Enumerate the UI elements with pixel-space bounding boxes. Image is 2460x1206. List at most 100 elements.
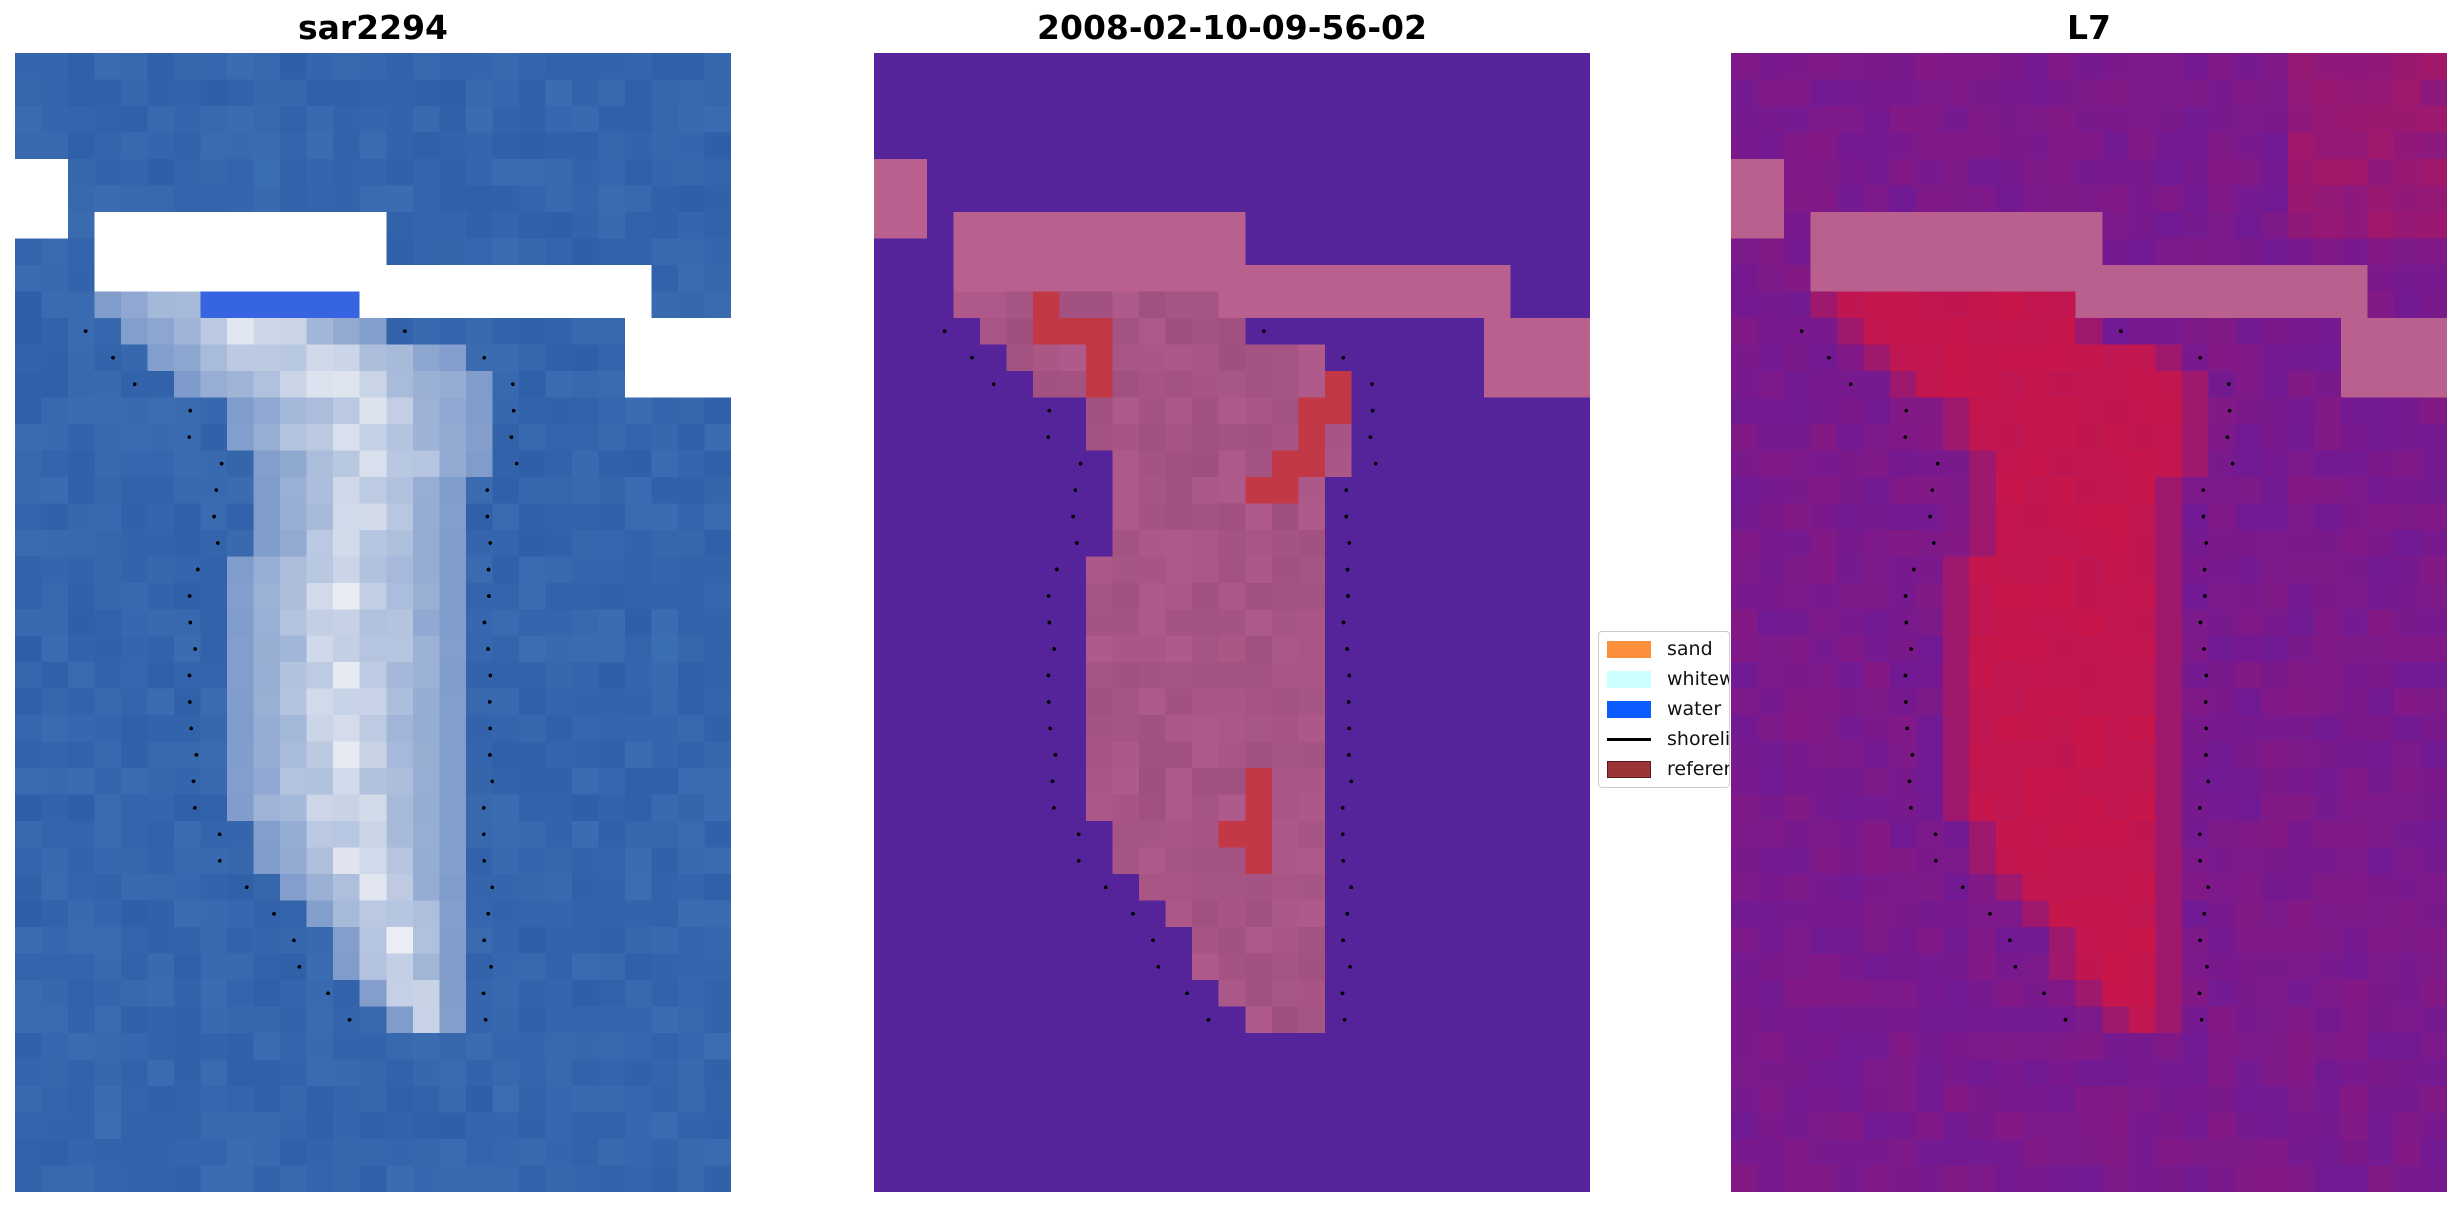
pixel — [1218, 211, 1246, 239]
pixel — [2340, 53, 2368, 80]
pixel — [571, 1112, 599, 1140]
pixel — [306, 264, 334, 292]
pixel — [927, 291, 954, 318]
pixel — [1139, 370, 1166, 398]
pixel — [1969, 503, 1997, 530]
pixel — [1563, 105, 1590, 133]
pixel — [147, 1112, 175, 1140]
pixel — [2075, 370, 2103, 398]
pixel — [1457, 1165, 1484, 1192]
pixel — [1483, 450, 1511, 477]
pixel — [41, 662, 69, 689]
pixel — [1863, 238, 1891, 265]
pixel — [15, 794, 42, 822]
pixel — [439, 821, 466, 848]
pixel — [200, 264, 228, 292]
pixel — [359, 291, 387, 318]
pixel — [927, 476, 954, 504]
pixel — [2155, 1006, 2182, 1034]
pixel — [1112, 927, 1140, 954]
pixel — [874, 635, 901, 663]
pixel — [2420, 450, 2447, 477]
pixel — [900, 688, 928, 716]
pixel — [1784, 635, 1811, 663]
shoreline-point — [193, 806, 197, 810]
pixel — [1351, 105, 1378, 133]
pixel — [1916, 105, 1944, 133]
pixel — [1810, 821, 1838, 848]
pixel — [253, 476, 281, 504]
pixel — [147, 53, 175, 80]
pixel — [2102, 79, 2129, 106]
pixel — [147, 1033, 175, 1060]
pixel — [306, 1139, 334, 1166]
pixel — [2234, 264, 2262, 292]
pixel — [41, 53, 69, 80]
pixel — [1139, 344, 1166, 371]
pixel — [2155, 238, 2182, 265]
pixel — [121, 238, 148, 265]
pixel — [1969, 211, 1997, 239]
pixel — [439, 1165, 466, 1192]
pixel — [1784, 423, 1811, 451]
pixel — [1298, 476, 1325, 504]
pixel — [1969, 741, 1997, 769]
pixel — [1033, 53, 1060, 80]
pixel — [1192, 53, 1219, 80]
pixel — [1784, 953, 1811, 981]
pixel — [1837, 900, 1864, 928]
pixel — [1784, 927, 1811, 954]
pixel — [465, 927, 493, 954]
pixel — [1086, 847, 1113, 875]
pixel — [41, 291, 69, 318]
pixel — [1563, 1165, 1590, 1192]
shoreline-point — [488, 673, 493, 678]
pixel — [1969, 397, 1997, 424]
pixel — [1943, 741, 1970, 769]
pixel — [412, 317, 440, 345]
pixel — [2287, 397, 2315, 424]
pixel — [1969, 529, 1997, 557]
pixel — [1890, 211, 1917, 239]
pixel — [2367, 688, 2394, 716]
pixel — [1784, 317, 1811, 345]
pixel — [2075, 900, 2103, 928]
shoreline-point — [2197, 991, 2202, 996]
pixel — [1245, 158, 1272, 186]
pixel — [1810, 847, 1838, 875]
pixel — [518, 635, 546, 663]
pixel — [1510, 370, 1537, 398]
pixel — [1086, 185, 1113, 212]
pixel — [174, 927, 201, 954]
pixel — [677, 556, 705, 583]
pixel — [1139, 238, 1166, 265]
shoreline-point — [482, 620, 487, 625]
pixel — [280, 688, 307, 716]
pixel — [1810, 529, 1838, 557]
classified-image-panel: 2008-02-10-09-56-02 — [874, 0, 1590, 1206]
pixel — [1563, 1112, 1590, 1140]
pixel — [1890, 450, 1917, 477]
pixel — [2128, 450, 2156, 477]
pixel — [677, 609, 705, 636]
pixel — [1536, 635, 1564, 663]
pixel — [1563, 1086, 1590, 1113]
pixel — [68, 582, 95, 610]
pixel — [1969, 980, 1997, 1007]
pixel — [1271, 370, 1299, 398]
pixel — [359, 211, 387, 239]
pixel — [121, 450, 148, 477]
pixel — [2234, 344, 2262, 371]
pixel — [121, 132, 148, 159]
pixel — [1863, 370, 1891, 398]
pixel — [980, 794, 1007, 822]
shoreline-point — [1909, 647, 1913, 651]
pixel — [1112, 264, 1140, 292]
pixel — [1731, 264, 1758, 292]
pixel — [1457, 953, 1484, 981]
pixel — [1810, 264, 1838, 292]
shoreline-point — [1349, 885, 1354, 890]
pixel — [624, 370, 652, 398]
pixel — [386, 1139, 413, 1166]
